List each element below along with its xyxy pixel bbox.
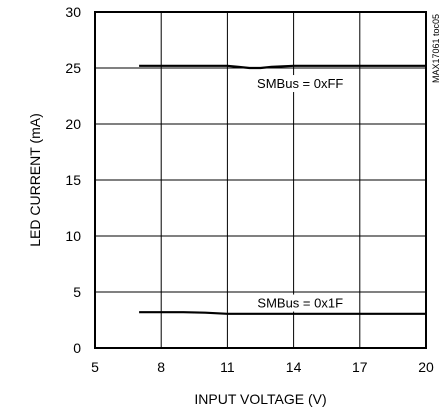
x-axis-label: INPUT VOLTAGE (V) — [194, 391, 326, 407]
x-tick-label: 14 — [286, 359, 302, 375]
x-tick-label: 17 — [352, 359, 368, 375]
y-tick-label: 30 — [65, 4, 81, 20]
series-line-1 — [139, 311, 426, 315]
series-annotation: SMBus = 0xFF — [257, 76, 343, 91]
y-tick-label: 10 — [65, 228, 81, 244]
y-tick-label: 0 — [73, 340, 81, 356]
y-tick-label: 20 — [65, 116, 81, 132]
y-tick-label: 25 — [65, 60, 81, 76]
y-tick-label: 5 — [73, 284, 81, 300]
plot-frame — [94, 11, 427, 349]
x-tick-label: 8 — [157, 359, 165, 375]
y-tick-label: 15 — [65, 172, 81, 188]
side-label: MAX17061 toc05 — [431, 14, 441, 83]
annotation-bg — [250, 75, 351, 93]
series-lines — [139, 64, 426, 315]
x-tick-label: 11 — [220, 359, 235, 375]
x-tick-label: 20 — [418, 359, 434, 375]
annotation-bg — [250, 294, 351, 312]
annotations: SMBus = 0xFF SMBus = 0x1F — [250, 75, 351, 312]
series-line-0 — [139, 64, 426, 70]
x-tick-label: 5 — [91, 359, 99, 375]
y-axis-label: LED CURRENT (mA) — [27, 113, 43, 247]
series-annotation: SMBus = 0x1F — [257, 296, 343, 311]
